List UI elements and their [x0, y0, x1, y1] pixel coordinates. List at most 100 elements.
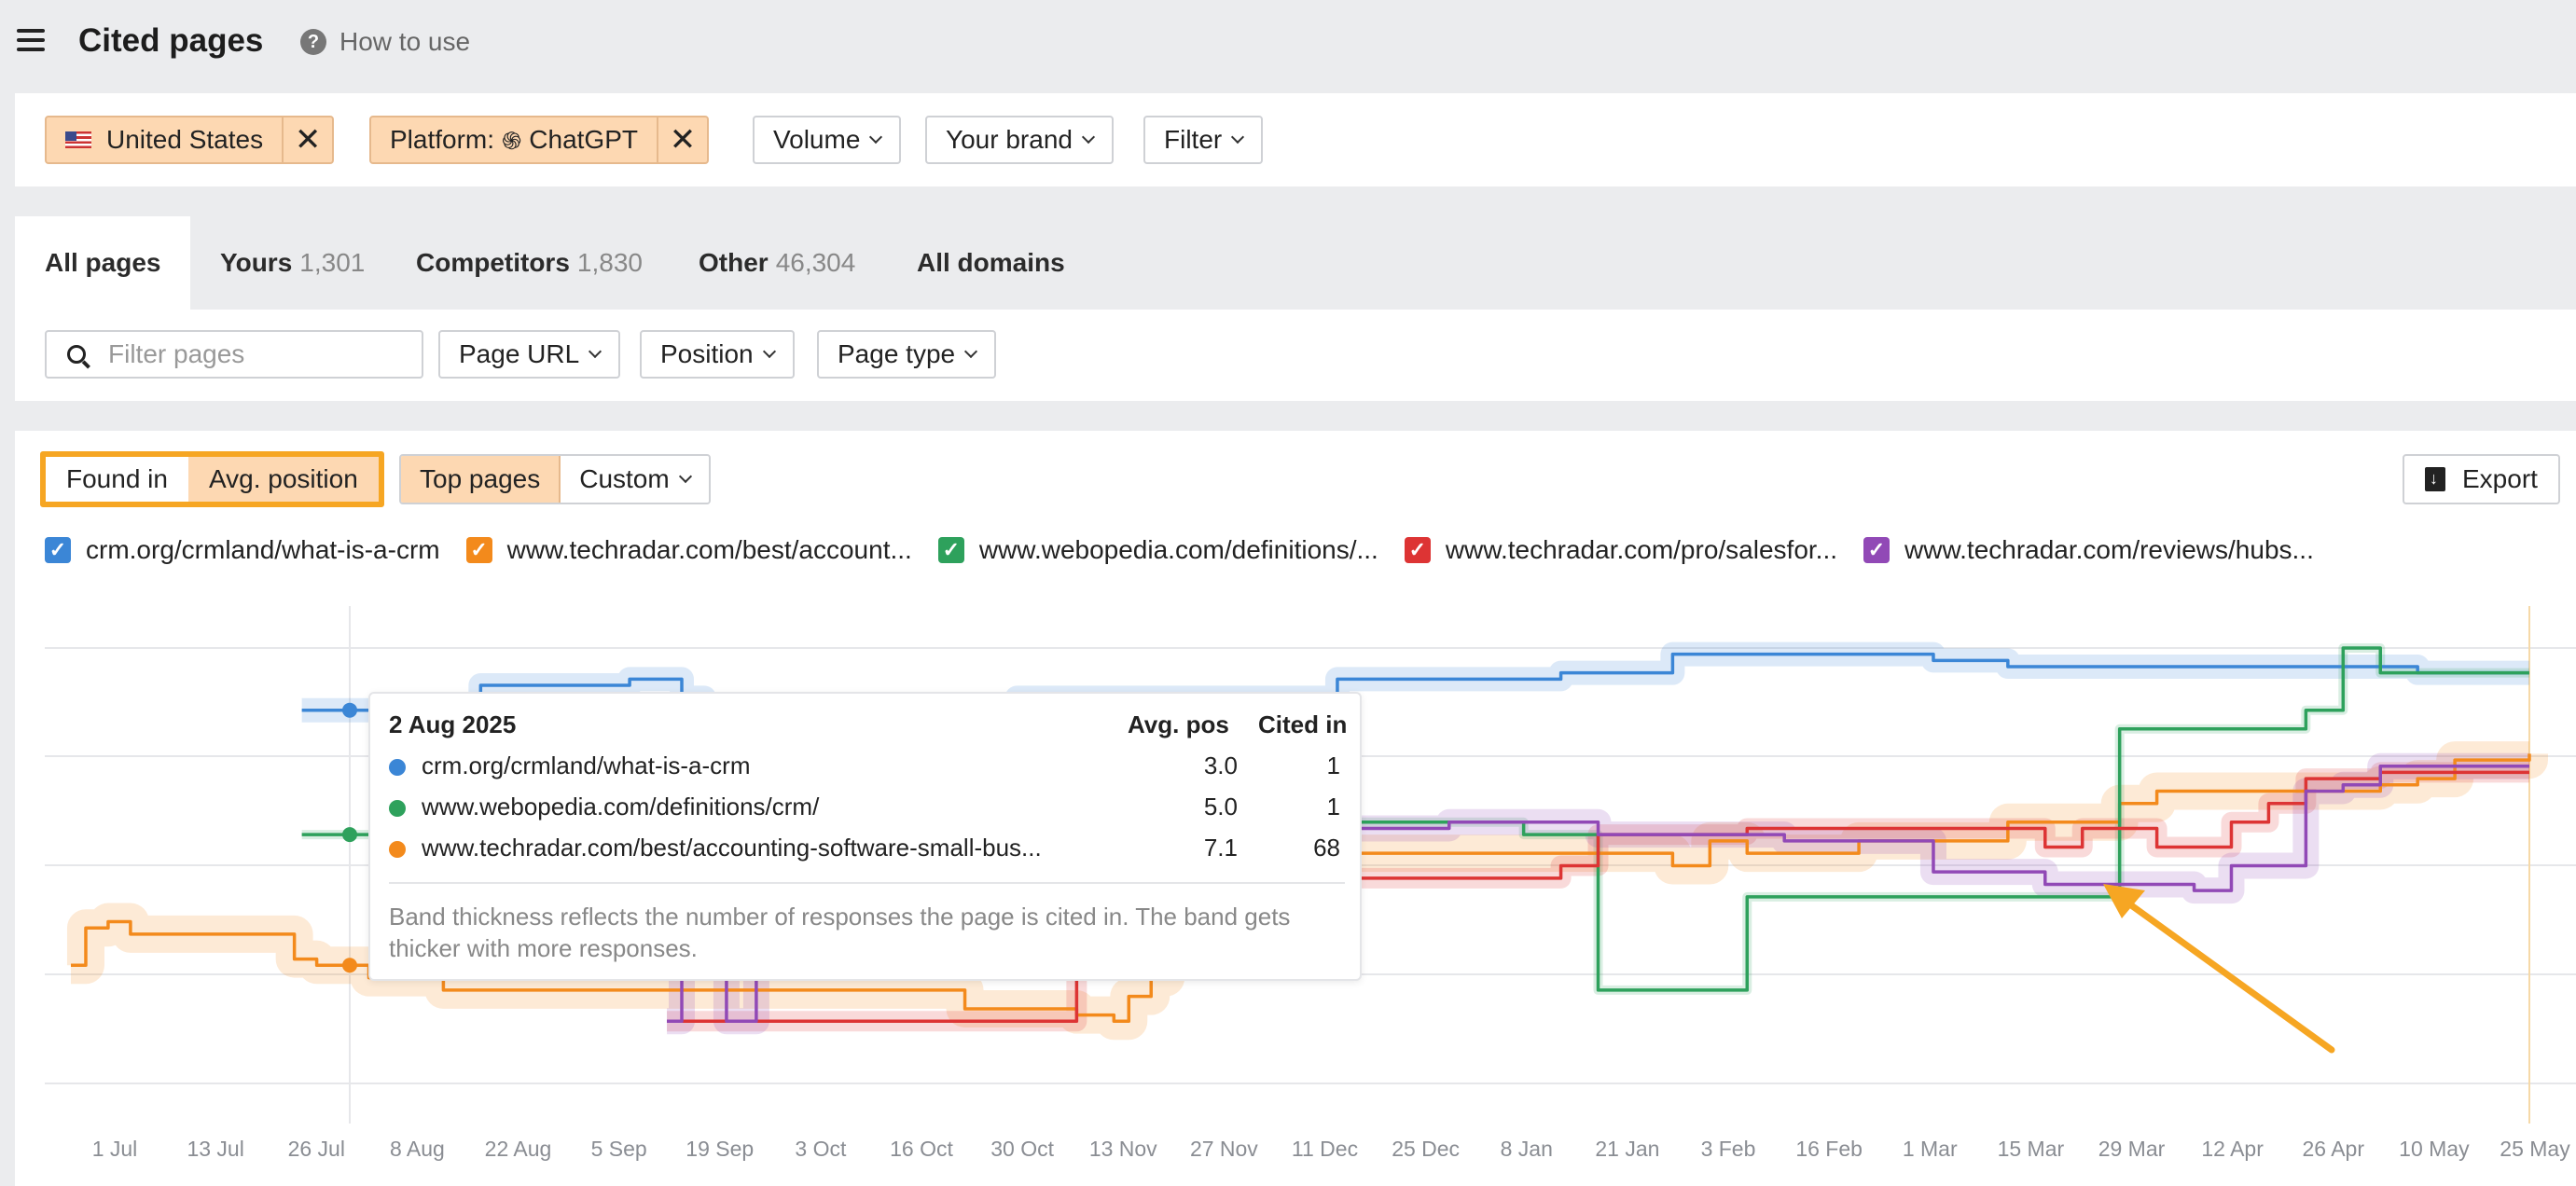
checkbox-icon[interactable]: ✓ — [45, 537, 71, 563]
filter-bar: United States ✕ Platform: ֍ ChatGPT ✕ Volu… — [15, 93, 2576, 186]
tab-all-domains[interactable]: All domains — [917, 248, 1065, 277]
checkbox-icon[interactable]: ✓ — [1404, 537, 1431, 563]
tab-other[interactable]: Other 46,304 — [699, 248, 856, 277]
x-tick-label: 22 Aug — [485, 1137, 552, 1161]
x-tick-label: 26 Jul — [288, 1137, 345, 1161]
search-icon — [67, 345, 86, 364]
legend-item[interactable]: ✓ crm.org/crmland/what-is-a-crm — [45, 535, 440, 565]
tooltip-avg-pos-header: Avg. pos — [1128, 710, 1229, 738]
filter-label: Filter — [1164, 125, 1223, 154]
volume-label: Volume — [773, 125, 861, 154]
tab-competitors[interactable]: Competitors 1,830 — [416, 248, 643, 277]
pages-panel: All pages Yours 1,301 Competitors 1,830 Ot… — [15, 216, 2576, 401]
x-tick-label: 12 Apr — [2201, 1137, 2264, 1161]
checkbox-icon[interactable]: ✓ — [937, 537, 964, 563]
chatgpt-icon: ֍ — [502, 127, 522, 155]
x-tick-label: 11 Dec — [1292, 1137, 1358, 1161]
tooltip-date: 2 Aug 2025 — [389, 710, 517, 738]
chart-tooltip: 2 Aug 2025 Avg. pos Cited in crm.org/crm… — [368, 692, 1362, 981]
tooltip-divider — [389, 882, 1345, 884]
x-tick-label: 26 Apr — [2303, 1137, 2365, 1161]
page-title: Cited pages — [78, 22, 264, 59]
checkbox-icon[interactable]: ✓ — [1863, 537, 1890, 563]
hamburger-menu-icon[interactable] — [17, 29, 45, 51]
hover-point — [342, 827, 357, 843]
volume-dropdown[interactable]: Volume — [753, 116, 902, 164]
x-tick-label: 21 Jan — [1595, 1137, 1659, 1161]
remove-country-filter-button[interactable]: ✕ — [282, 117, 332, 162]
page-type-dropdown[interactable]: Page type — [817, 330, 997, 379]
your-brand-dropdown[interactable]: Your brand — [925, 116, 1114, 164]
export-button[interactable]: Export — [2403, 454, 2560, 504]
x-tick-label: 16 Feb — [1795, 1137, 1863, 1161]
x-tick-label: 13 Jul — [187, 1137, 243, 1161]
filter-dropdown[interactable]: Filter — [1143, 116, 1264, 164]
x-tick-label: 13 Nov — [1089, 1137, 1157, 1161]
hover-point — [342, 958, 357, 973]
chart-legend: ✓ crm.org/crmland/what-is-a-crm ✓ www.tech… — [45, 535, 2340, 565]
x-tick-label: 19 Sep — [686, 1137, 754, 1161]
found-in-button[interactable]: Found in — [46, 457, 188, 502]
x-tick-label: 29 Mar — [2098, 1137, 2166, 1161]
your-brand-label: Your brand — [946, 125, 1073, 154]
x-axis-labels: 1 Jul 13 Jul 26 Jul 8 Aug 22 Aug 5 Sep 19 Sep 3… — [92, 1137, 2571, 1161]
tooltip-row: crm.org/crmland/what-is-a-crm 3.0 1 — [389, 750, 1350, 783]
platform-filter-chip[interactable]: Platform: ֍ ChatGPT ✕ — [369, 116, 709, 164]
x-tick-label: 27 Nov — [1190, 1137, 1258, 1161]
x-tick-label: 8 Jan — [1501, 1137, 1553, 1161]
how-to-use-link[interactable]: ? How to use — [300, 27, 470, 57]
us-flag-icon — [65, 131, 91, 148]
hover-point — [342, 702, 357, 718]
top-pages-button[interactable]: Top pages — [401, 456, 561, 503]
export-icon — [2425, 467, 2445, 491]
tab-all-pages[interactable]: All pages — [15, 216, 191, 310]
x-tick-label: 1 Mar — [1903, 1137, 1958, 1161]
platform-chip-value: ChatGPT — [529, 125, 638, 154]
custom-dropdown[interactable]: Custom — [561, 456, 709, 503]
filter-pages-input[interactable]: Filter pages — [45, 330, 423, 379]
series-line — [667, 765, 2529, 1024]
avg-position-button[interactable]: Avg. position — [187, 457, 379, 502]
tab-row: All pages Yours 1,301 Competitors 1,830 Ot… — [15, 216, 2576, 310]
x-tick-label: 5 Sep — [591, 1137, 647, 1161]
tooltip-note: Band thickness reflects the number of re… — [389, 903, 1291, 962]
tooltip-row: www.techradar.com/best/accounting-softwa… — [389, 832, 1350, 865]
x-tick-label: 25 Dec — [1392, 1137, 1460, 1161]
checkbox-icon[interactable]: ✓ — [465, 537, 492, 563]
tooltip-cited-in-header: Cited in — [1258, 710, 1348, 738]
country-chip-label: United States — [106, 125, 264, 154]
annotation-arrow-shaft — [2113, 891, 2335, 1054]
country-filter-chip[interactable]: United States ✕ — [45, 116, 335, 164]
x-tick-label: 3 Oct — [795, 1137, 847, 1161]
x-tick-label: 30 Oct — [990, 1137, 1054, 1161]
series-dot-icon — [389, 841, 406, 858]
how-to-use-label: How to use — [339, 27, 471, 56]
position-dropdown[interactable]: Position — [640, 330, 795, 379]
x-tick-label: 8 Aug — [390, 1137, 445, 1161]
filter-pages-placeholder: Filter pages — [108, 339, 245, 368]
legend-item[interactable]: ✓ www.techradar.com/best/account... — [465, 535, 912, 565]
annotation-arrow-head — [2103, 884, 2145, 918]
x-tick-label: 16 Oct — [890, 1137, 953, 1161]
chart-annotations — [2103, 884, 2335, 1054]
tab-count: 46,304 — [775, 248, 856, 277]
series-dot-icon — [389, 759, 406, 776]
remove-platform-filter-button[interactable]: ✕ — [656, 117, 707, 162]
legend-item[interactable]: ✓ www.webopedia.com/definitions/... — [937, 535, 1378, 565]
x-tick-label: 15 Mar — [1998, 1137, 2065, 1161]
x-tick-label: 10 May — [2399, 1137, 2470, 1161]
tab-count: 1,301 — [299, 248, 366, 277]
page-selection-toggle: Top pages Custom — [399, 454, 711, 504]
tooltip-row: www.webopedia.com/definitions/crm/ 5.0 1 — [389, 791, 1350, 824]
chart-mode-toggle: Found in Avg. position — [40, 451, 384, 507]
tab-count: 1,830 — [576, 248, 643, 277]
tab-yours[interactable]: Yours 1,301 — [220, 248, 366, 277]
series-dot-icon — [389, 800, 406, 817]
x-tick-label: 25 May — [2500, 1137, 2570, 1161]
legend-item[interactable]: ✓ www.techradar.com/reviews/hubs... — [1863, 535, 2314, 565]
legend-item[interactable]: ✓ www.techradar.com/pro/salesfor... — [1404, 535, 1837, 565]
platform-chip-prefix: Platform: — [390, 125, 495, 154]
help-icon: ? — [300, 29, 326, 55]
page-url-dropdown[interactable]: Page URL — [438, 330, 621, 379]
